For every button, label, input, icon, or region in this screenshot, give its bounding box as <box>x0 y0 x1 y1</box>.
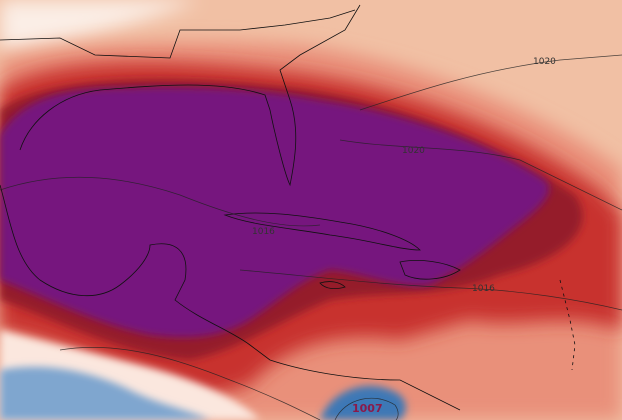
isobar <box>0 176 321 227</box>
jamaica <box>319 281 346 290</box>
light-region <box>0 0 200 50</box>
pressure-label: 1016 <box>252 227 275 237</box>
mexico-coast <box>0 184 461 411</box>
isobar <box>239 269 622 311</box>
isobar <box>59 347 321 420</box>
isobar <box>359 54 622 111</box>
hispaniola <box>399 260 461 280</box>
coastlines <box>0 4 576 411</box>
isobar <box>339 139 622 211</box>
purple-region <box>0 87 550 338</box>
us-coast <box>19 4 361 187</box>
blue-region <box>0 366 210 420</box>
pressure-labels: 1020 1020 1016 1016 1007 <box>252 57 556 415</box>
pressure-label: 1020 <box>533 57 556 67</box>
pressure-label: 1016 <box>472 284 495 294</box>
low-center <box>320 385 406 420</box>
cuba <box>223 212 421 251</box>
border <box>0 9 356 59</box>
pressure-label: 1007 <box>352 402 383 415</box>
isobars <box>0 54 622 420</box>
pressure-label: 1020 <box>402 146 425 156</box>
